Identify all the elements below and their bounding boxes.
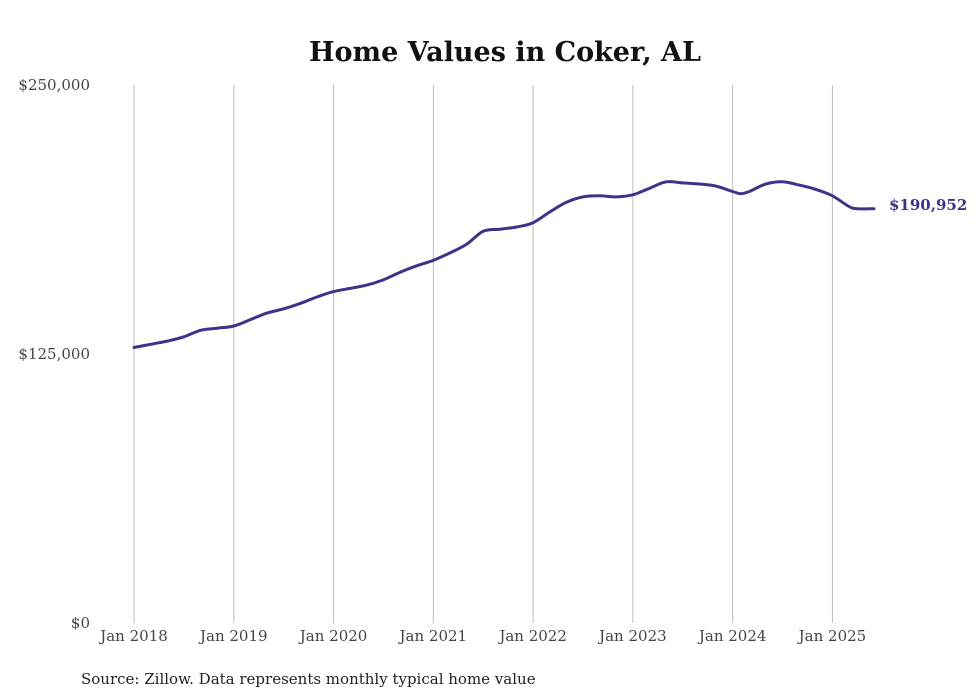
x-tick-label: Jan 2025 <box>797 627 867 645</box>
x-tick-label: Jan 2024 <box>697 627 767 645</box>
y-tick-label: $0 <box>71 614 90 632</box>
x-tick-label: Jan 2021 <box>398 627 468 645</box>
y-tick-label: $250,000 <box>18 76 90 94</box>
y-axis: $0 $125,000 $250,000 <box>18 76 90 632</box>
last-value-label: $190,952 <box>889 196 967 214</box>
x-axis: Jan 2018 Jan 2019 Jan 2020 Jan 2021 Jan 2022… <box>98 627 866 645</box>
chart-title: Home Values in Coker, AL <box>309 37 701 68</box>
grid-layer <box>133 85 833 623</box>
x-tick-label: Jan 2023 <box>597 627 667 645</box>
x-tick-label: Jan 2018 <box>98 627 168 645</box>
source-note: Source: Zillow. Data represents monthly … <box>81 670 536 688</box>
y-tick-label: $125,000 <box>18 345 90 363</box>
x-tick-label: Jan 2022 <box>497 627 567 645</box>
x-tick-label: Jan 2019 <box>198 627 268 645</box>
home-value-line <box>132 180 876 349</box>
x-tick-label: Jan 2020 <box>298 627 368 645</box>
